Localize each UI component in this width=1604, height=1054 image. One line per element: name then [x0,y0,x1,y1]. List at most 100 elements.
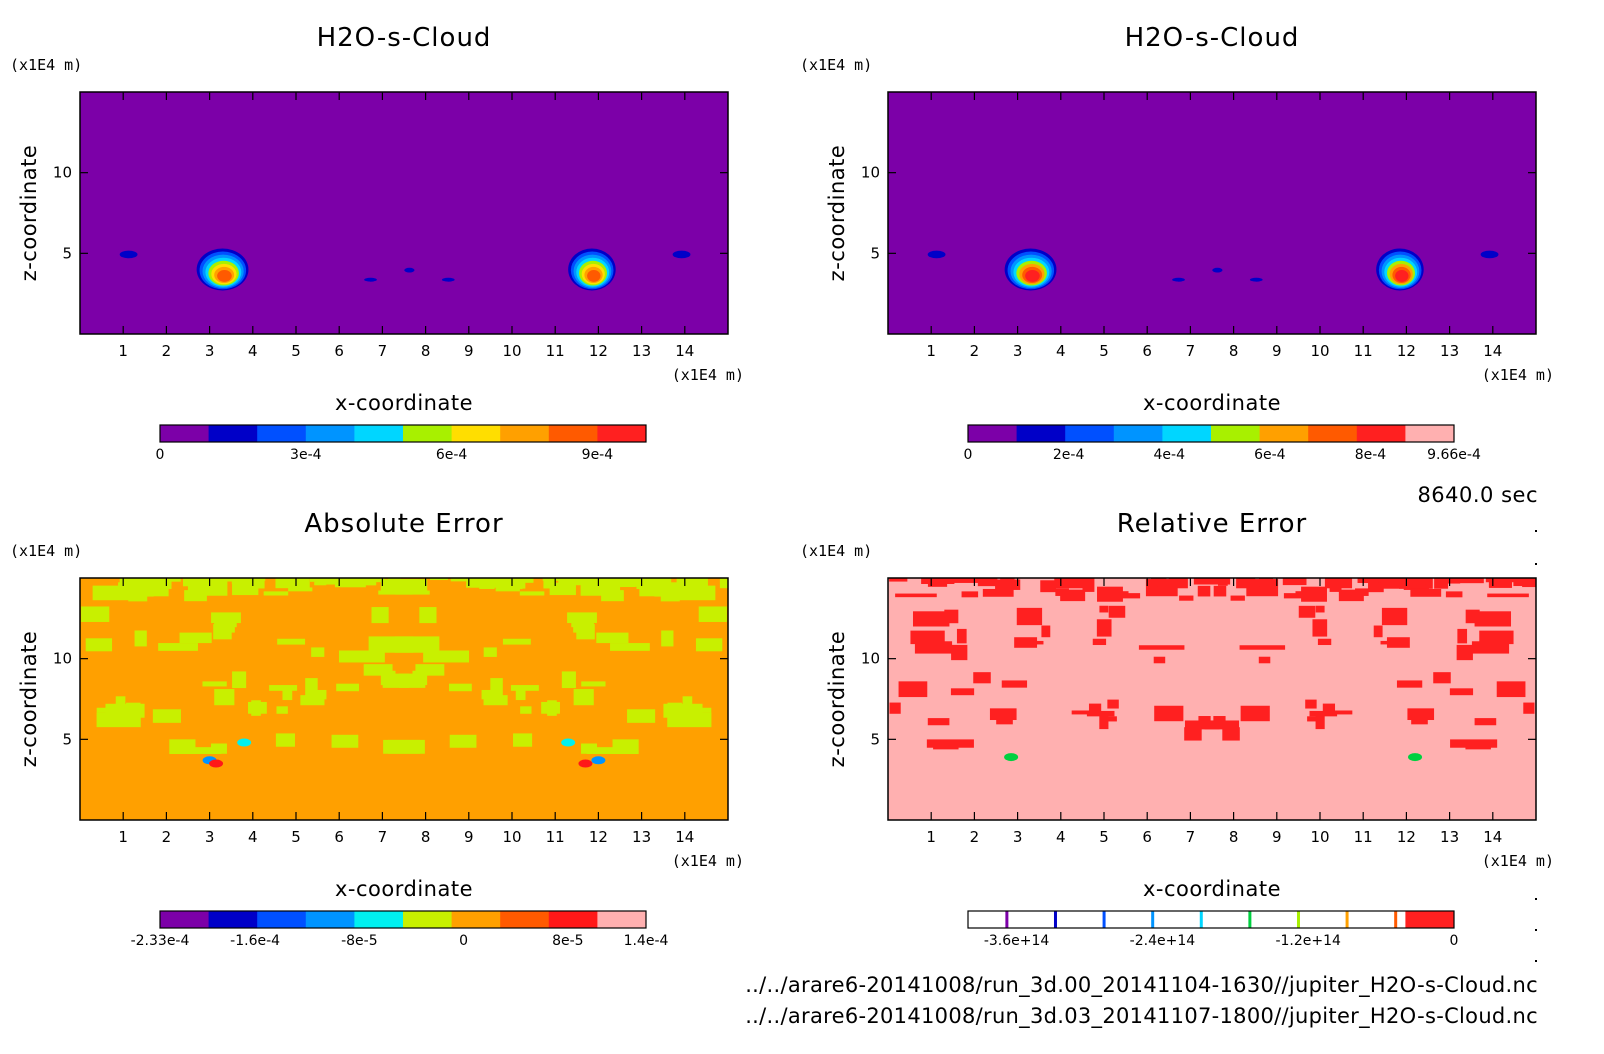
panel-3-patch [449,734,477,748]
panel-2-x-unit: (x1E4 m) [1482,366,1554,384]
panel-4-patch [1298,605,1316,618]
colorbar-tick-label: 3e-4 [290,447,322,463]
panel-3-patch [395,590,430,595]
panel-3-patch [581,578,595,587]
panel-3-background [80,578,728,820]
panel-4-patch [1184,720,1220,730]
panel-3-patch [309,578,333,582]
panel-4-patch [1240,705,1270,722]
panel-3-patch [275,733,295,747]
colorbar-swatch [160,911,210,928]
panel-4-patch [1106,716,1117,722]
panel-4-feature [1408,753,1423,762]
panel-4-background [888,578,1536,820]
colorbar-swatch [1356,425,1406,442]
panel-3-patch [519,591,545,596]
x-tick-label: 10 [1310,828,1329,846]
time-label: 8640.0 sec [1417,483,1538,507]
panel-3-x-label: x-coordinate [335,877,473,901]
panel-3-patch [152,709,181,723]
panel-3-patch [610,643,650,651]
colorbar-tick-label: 8e-4 [1355,447,1387,463]
panel-4-y-unit: (x1E4 m) [800,542,872,560]
panel-4-patch [1450,739,1498,748]
panel-4-patch [926,739,974,748]
colorbar-tick-label: -2.4e+14 [1130,933,1196,949]
panel-4-patch [927,718,950,726]
colorbar-swatch [1259,425,1309,442]
panel-3-patch [115,696,126,711]
panel-3-patch [105,703,145,718]
colorbar-swatch [1113,425,1163,442]
x-tick-label: 11 [546,828,565,846]
panel-2-y-label: z-coordinate [825,145,849,282]
y-tick-label: 10 [53,164,72,182]
x-tick-label: 7 [1186,342,1196,360]
colorbar-tick-label: -1.2e+14 [1275,933,1341,949]
panel-3-patch [136,578,172,590]
panel-3-patch [513,733,533,747]
panel-3-patch [192,747,222,754]
panel-4-patch [950,688,975,696]
panel-3-patch [596,632,629,644]
x-tick-label: 1 [926,828,936,846]
colorbar-swatch [1248,911,1252,928]
colorbar-swatch [1394,911,1398,928]
panel-4-patch [1487,593,1529,598]
panel-3-patch [338,650,385,663]
panel-3-patch [670,714,711,721]
panel-4-patch [1315,605,1325,613]
panel-1-contour [446,278,453,282]
colorbar-tick-label: 0 [156,447,165,463]
panel-4-patch [1434,578,1449,589]
x-tick-label: 6 [1142,342,1152,360]
margin-dots [1535,530,1537,962]
colorbar-swatch [1016,425,1066,442]
colorbar-frame [159,910,647,929]
x-tick-label: 12 [1397,828,1416,846]
colorbar-tick-label: 9e-4 [582,447,614,463]
panel-4-patch [1041,625,1051,638]
panel-3-patch [202,681,227,687]
x-tick-label: 1 [926,342,936,360]
x-tick-label: 1 [118,828,128,846]
panel-3-patch [263,591,289,596]
colorbar-background [968,911,1454,928]
panel-3-patch [169,739,196,755]
colorbar-swatch [500,911,550,928]
panel-3-patch [495,587,520,592]
panel-3-feature [591,756,606,765]
panel-4-patch [1082,578,1095,592]
panel-4-patch [1222,727,1240,741]
panel-4-patch [1157,578,1167,590]
panel-4-patch [1309,710,1338,717]
panel-4-patch [977,578,998,587]
panel-3-patch [542,578,559,581]
panel-3-patch [237,578,256,585]
panel-3-y-label: z-coordinate [17,631,41,768]
panel-4-x-label: x-coordinate [1143,877,1281,901]
panel-3-patch [698,606,727,622]
panel-1-x-unit: (x1E4 m) [672,366,744,384]
panel-4-patch [914,641,953,654]
panel-4-patch [1373,625,1383,638]
panel-4-patch [1523,702,1535,714]
panel-4-patch [1474,611,1512,627]
panel-3-frame [79,577,729,821]
panel-2-contour [1215,269,1221,273]
colorbar-swatch [1199,911,1203,928]
panel-3-title: Absolute Error [304,509,503,539]
panel-4-patch [1380,640,1393,645]
panel-4-patch [1479,630,1514,645]
x-tick-label: 7 [378,342,388,360]
panel-3-field [80,578,728,820]
panel-4-frame [887,577,1537,821]
panel-4-patch [1107,699,1119,709]
colorbar-swatch [354,911,404,928]
colorbar-swatch [1053,911,1057,928]
panel-3-patch [334,578,366,588]
file-path-1: ../../arare6-20141008/run_3d.00_20141104… [745,973,1538,998]
colorbar-tick-label: 2e-4 [1053,447,1085,463]
